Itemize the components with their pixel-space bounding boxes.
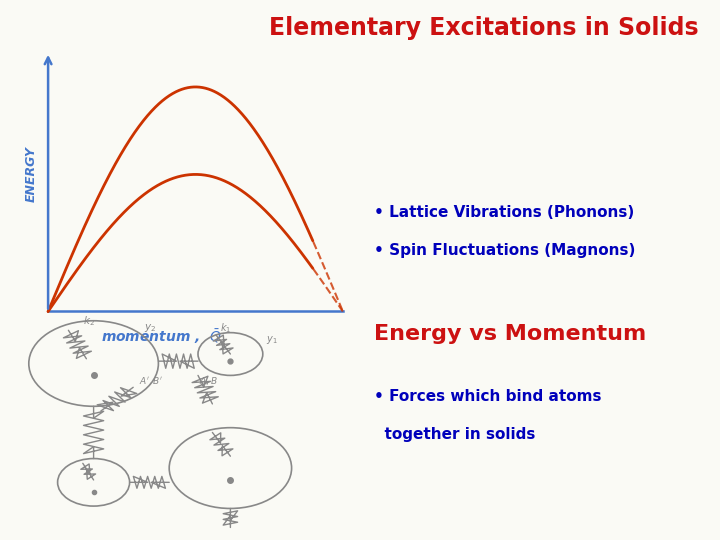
Text: Energy vs Momentum: Energy vs Momentum <box>374 324 647 344</box>
Text: $k_1$: $k_1$ <box>220 321 231 335</box>
Text: $A, B$: $A, B$ <box>199 375 218 387</box>
Text: $k_2$: $k_2$ <box>83 314 94 328</box>
Text: $A', B'$: $A', B'$ <box>139 375 163 387</box>
Text: Elementary Excitations in Solids: Elementary Excitations in Solids <box>269 16 698 40</box>
Text: momentum ,  $\bar{Q}$: momentum , $\bar{Q}$ <box>101 327 222 346</box>
Text: ENERGY: ENERGY <box>25 146 38 202</box>
Text: • Lattice Vibrations (Phonons): • Lattice Vibrations (Phonons) <box>374 205 634 220</box>
Text: $y_2$: $y_2$ <box>144 322 156 334</box>
Text: together in solids: together in solids <box>374 427 536 442</box>
Text: • Forces which bind atoms: • Forces which bind atoms <box>374 389 602 404</box>
Text: • Spin Fluctuations (Magnons): • Spin Fluctuations (Magnons) <box>374 243 636 258</box>
Text: $y_1$: $y_1$ <box>266 334 278 346</box>
